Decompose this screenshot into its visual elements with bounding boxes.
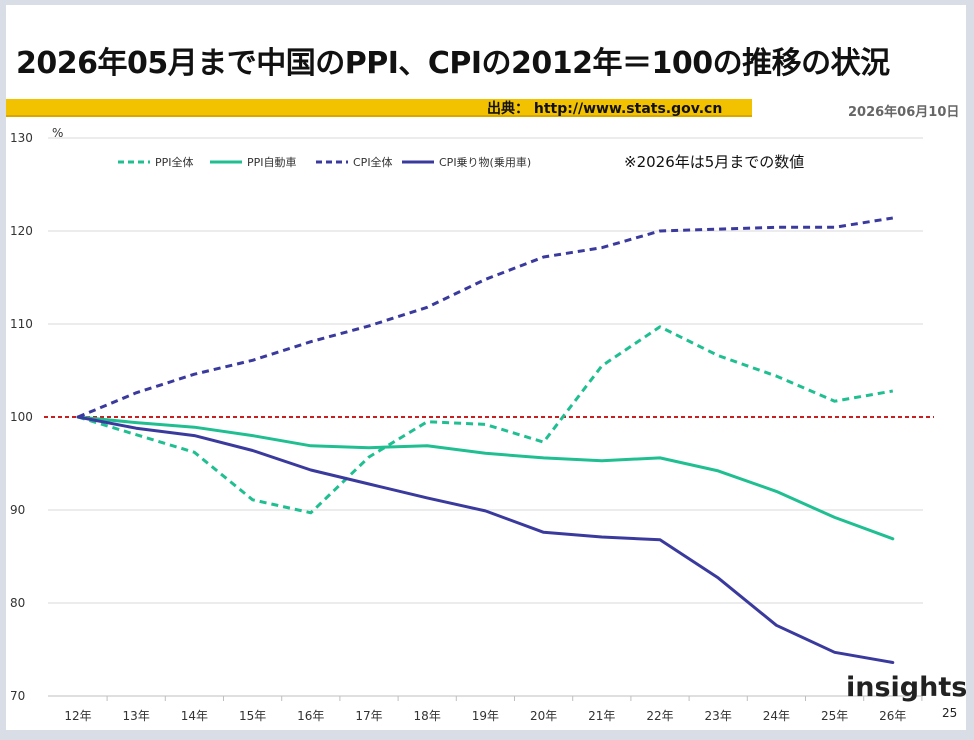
series-line-3 (77, 216, 894, 419)
y-tick-label: 100 (10, 410, 33, 424)
x-tick-label: 20年 (530, 709, 557, 723)
y-tick-label: 120 (10, 224, 33, 238)
y-tick-label: 70 (10, 689, 25, 703)
x-tick-label: 13年 (123, 709, 150, 723)
x-tick-label: 22年 (646, 709, 673, 723)
legend-label: PPI全体 (155, 155, 194, 169)
insights-logo: insights (846, 672, 967, 703)
y-axis: 70 80 90 100 110 120 130 (10, 131, 33, 703)
page-title: 2026年05月まで中国のPPI、CPIの2012年＝100の推移の状況 (16, 46, 890, 81)
y-tick-label: 130 (10, 131, 33, 145)
source-label: 出典： http://www.stats.gov.cn (487, 101, 723, 117)
legend-label: PPI自動車 (247, 155, 297, 169)
x-tick-label: 16年 (297, 709, 324, 723)
page-number: 25 (942, 706, 958, 720)
series-line-4 (76, 415, 895, 664)
x-tick-label: 24年 (763, 709, 790, 723)
x-tick-label: 18年 (414, 709, 441, 723)
x-tick-label: 26年 (879, 709, 906, 723)
x-tick-label: 21年 (588, 709, 615, 723)
legend: PPI全体 PPI自動車 CPI全体 CPI乗り物(乗用車) (118, 155, 531, 169)
date-label: 2026年06月10日 (848, 105, 960, 120)
y-tick-label: 90 (10, 503, 25, 517)
series-line-1 (77, 325, 894, 515)
slide (6, 5, 966, 730)
y-tick-label: 80 (10, 596, 25, 610)
series-line-2 (76, 415, 895, 541)
x-tick-label: 19年 (472, 709, 499, 723)
y-unit-label: % (52, 126, 63, 140)
x-axis: 12年 13年 14年 15年 16年 17年 18年 19年 20年 21年 22年 23年 24年 2… (48, 695, 923, 723)
chart-note: ※2026年は5月までの数値 (624, 153, 805, 171)
legend-label: CPI乗り物(乗用車) (439, 155, 531, 169)
source-bar (6, 99, 752, 117)
logo-text: insights (846, 672, 968, 703)
series-layer (76, 216, 895, 664)
x-tick-label: 23年 (705, 709, 732, 723)
x-tick-label: 15年 (239, 709, 266, 723)
x-tick-label: 12年 (64, 709, 91, 723)
x-tick-label: 17年 (355, 709, 382, 723)
x-tick-label: 25年 (821, 709, 848, 723)
x-tick-label: 14年 (181, 709, 208, 723)
legend-label: CPI全体 (353, 155, 393, 169)
y-tick-label: 110 (10, 317, 33, 331)
